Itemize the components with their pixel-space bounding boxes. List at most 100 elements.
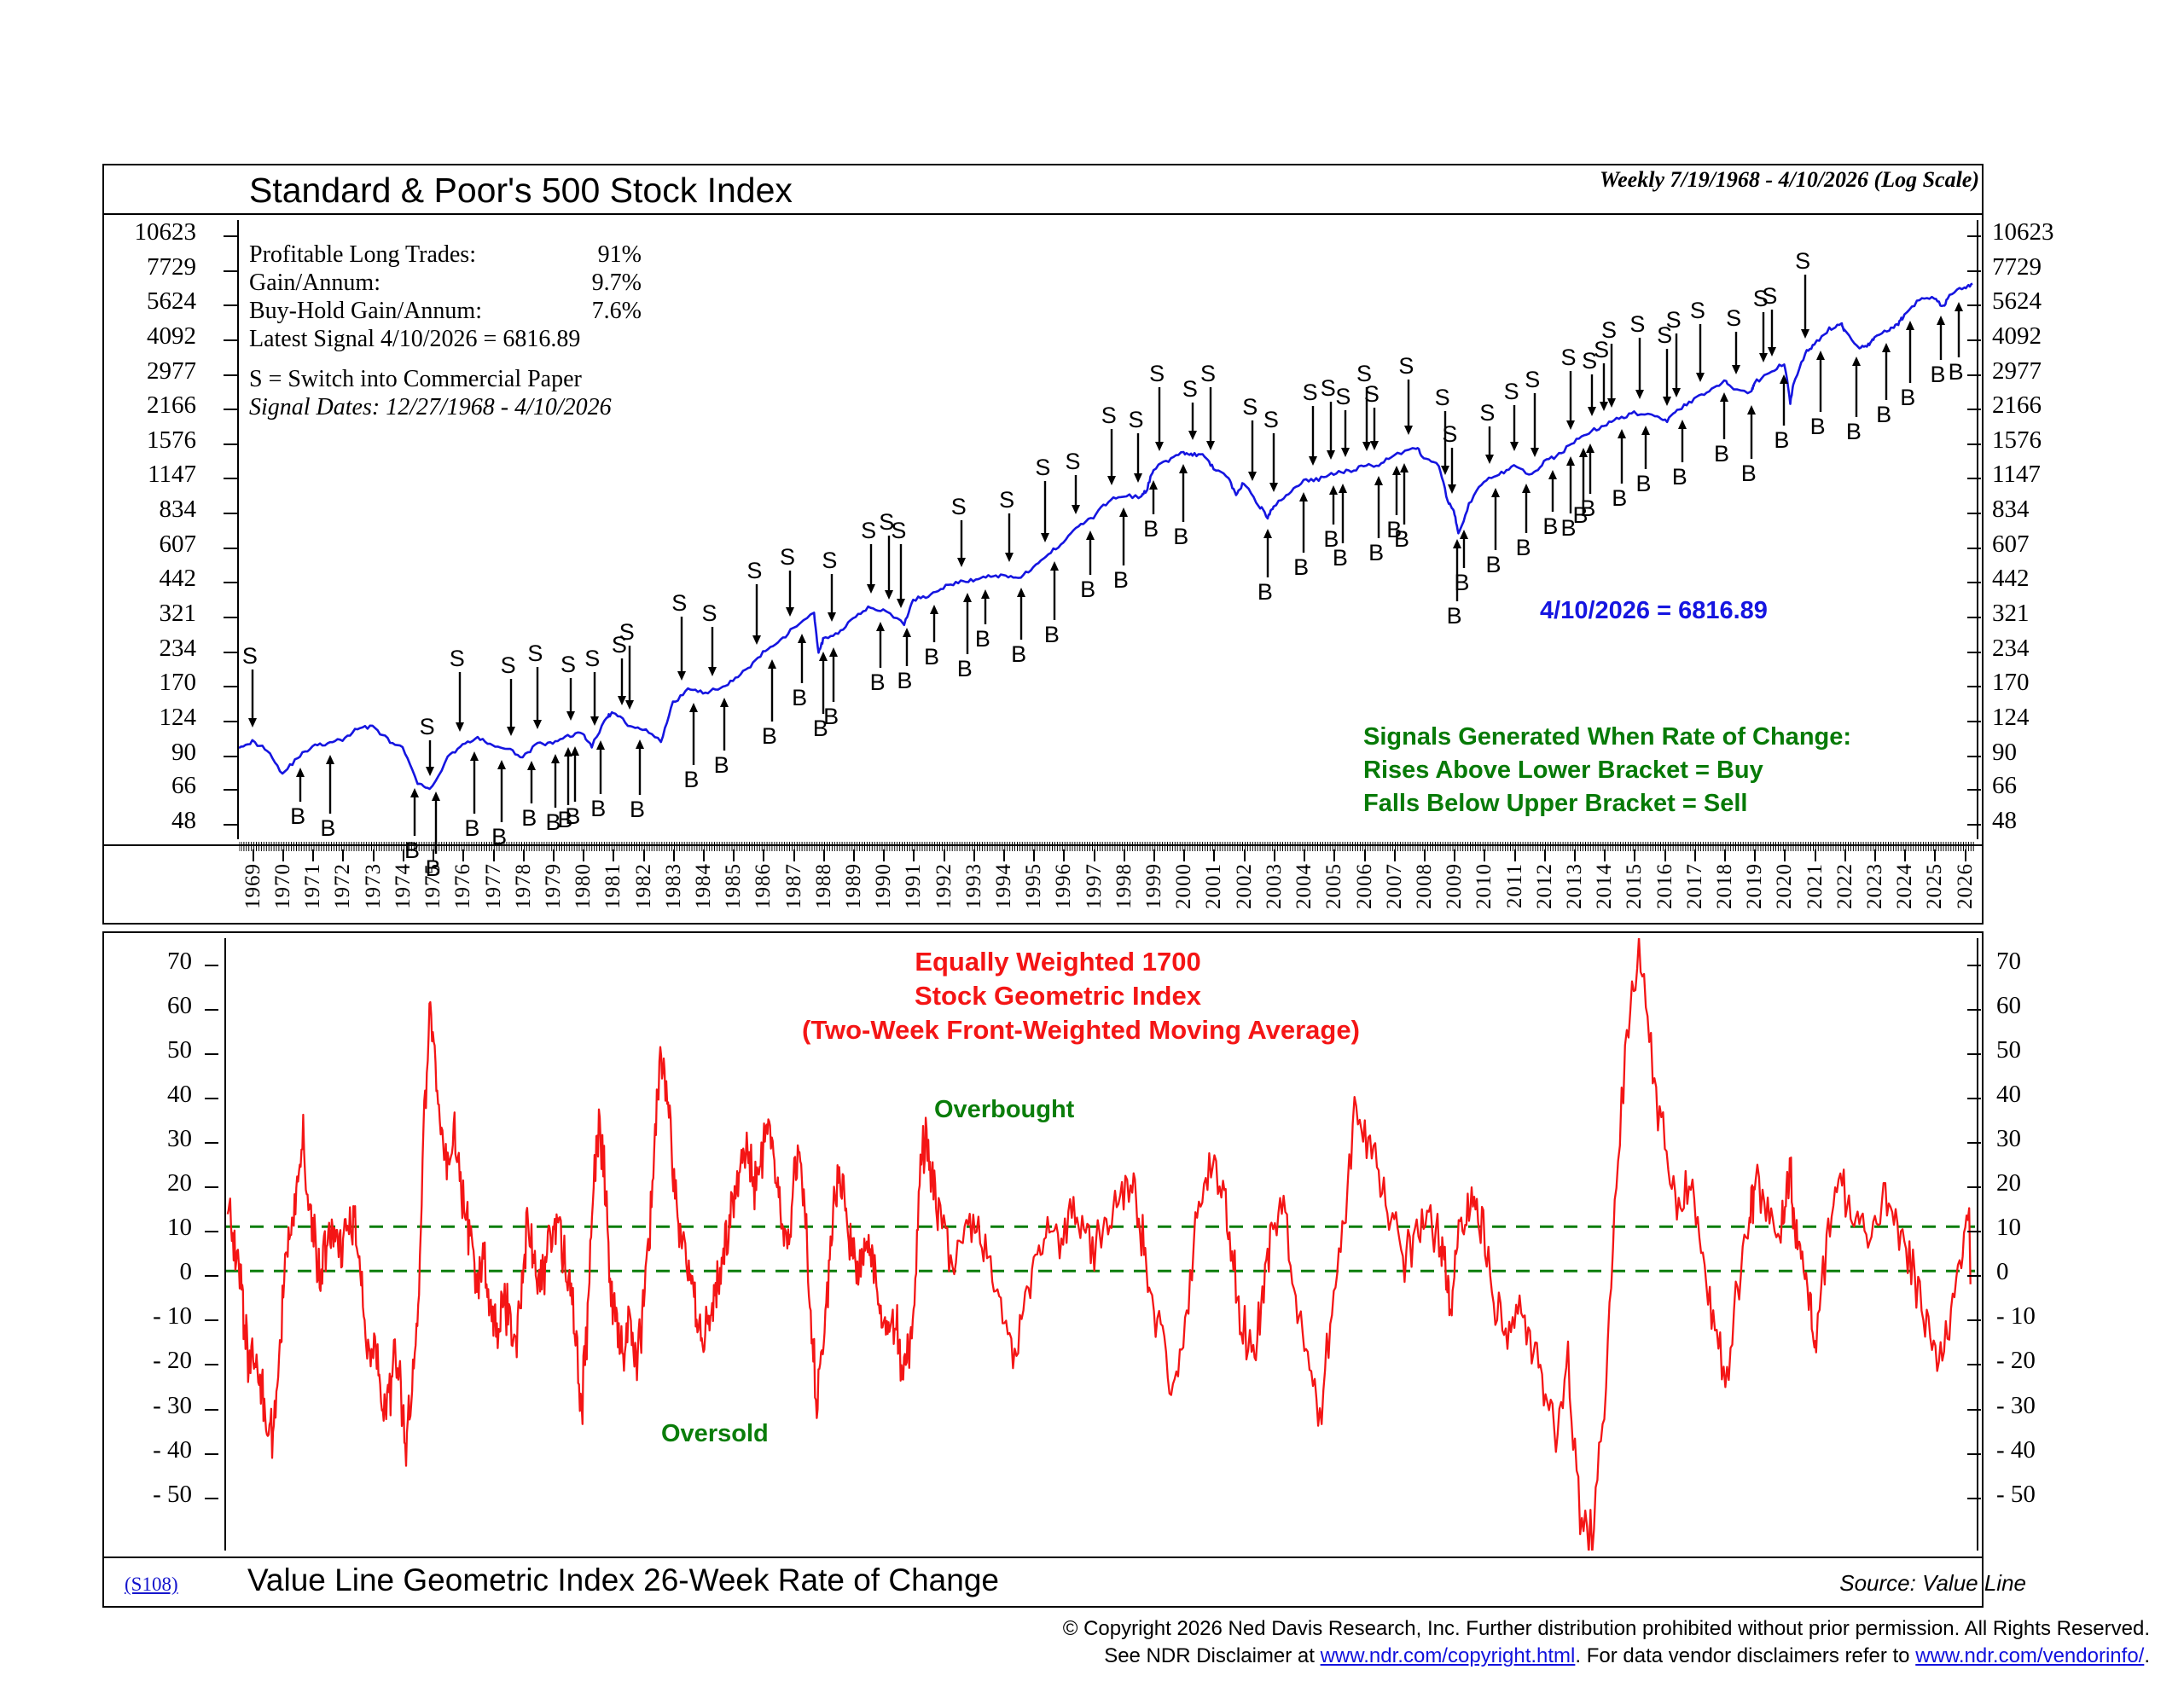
buy-label: B	[290, 805, 308, 828]
year-label: 1984	[692, 863, 716, 909]
buy-signal-marker: B	[978, 588, 996, 651]
price-y-tick-label: 321	[98, 600, 196, 628]
buy-label: B	[1580, 497, 1598, 520]
buy-signal-marker: B	[764, 658, 782, 748]
buy-label: B	[714, 754, 732, 777]
sell-signal-marker: S	[1104, 404, 1122, 489]
buy-signal-marker: B	[1176, 462, 1194, 548]
sell-label: S	[1364, 383, 1382, 406]
price-y-tick-right	[1967, 721, 1981, 722]
sell-label: S	[1435, 386, 1453, 409]
year-label: 2025	[1923, 863, 1947, 909]
price-y-tick-label: 1576	[98, 426, 196, 455]
buy-signal-marker: B	[1902, 319, 1920, 409]
roc-y-tick-label: 50	[94, 1036, 192, 1064]
page-title: Standard & Poor's 500 Stock Index	[249, 171, 793, 211]
sell-signal-marker: S	[1482, 402, 1500, 467]
roc-y-tick-label-right: 70	[1996, 948, 2094, 976]
sell-label: S	[1242, 396, 1260, 419]
price-y-tick	[224, 235, 237, 237]
buy-signal-marker: B	[1614, 427, 1632, 510]
year-label: 2005	[1322, 863, 1346, 909]
chart-code-link[interactable]: (S108)	[125, 1574, 178, 1596]
roc-y-tick	[205, 1186, 218, 1188]
price-y-tick-right	[1967, 824, 1981, 826]
year-label: 1982	[632, 863, 656, 909]
sell-label: S	[1629, 313, 1647, 336]
roc-y-tick-label-right: - 30	[1996, 1392, 2094, 1420]
price-y-tick-right	[1967, 339, 1981, 341]
overbought-label: Overbought	[934, 1096, 1074, 1124]
buy-signal-marker: B	[1335, 482, 1353, 570]
roc-y-tick-label: - 30	[94, 1392, 192, 1420]
buy-label: B	[1672, 466, 1690, 489]
price-y-tick-label-right: 5624	[1992, 287, 2090, 316]
buy-label: B	[1741, 462, 1759, 485]
year-label: 1990	[872, 863, 896, 909]
roc-y-tick	[205, 1275, 218, 1277]
buy-signal-marker: B	[1146, 478, 1164, 541]
price-y-tick-label: 48	[98, 807, 196, 835]
buy-label: B	[1447, 605, 1465, 628]
sell-label: S	[822, 549, 839, 572]
roc-y-tick-right	[1967, 1053, 1981, 1055]
footer-title: Value Line Geometric Index 26-Week Rate …	[247, 1562, 999, 1598]
price-y-tick-right	[1967, 789, 1981, 791]
copyright-line-2: See NDR Disclaimer at www.ndr.com/copyri…	[1104, 1644, 2150, 1668]
roc-y-tick	[205, 1009, 218, 1011]
year-label: 1979	[542, 863, 566, 909]
price-y-tick-label-right: 90	[1992, 739, 2090, 767]
sell-label: S	[1504, 380, 1522, 403]
buy-label: B	[590, 797, 608, 820]
sell-signal-marker: S	[1527, 368, 1545, 461]
price-y-tick	[224, 443, 237, 445]
price-y-tick-right	[1967, 652, 1981, 653]
year-label: 1971	[301, 863, 325, 909]
buy-label: B	[1516, 536, 1534, 559]
year-label: 2009	[1443, 863, 1467, 909]
roc-y-tick-label: 60	[94, 992, 192, 1020]
year-label: 1976	[451, 863, 475, 909]
price-y-tick-right	[1967, 617, 1981, 618]
sell-label: S	[1762, 285, 1780, 308]
price-y-tick	[224, 339, 237, 341]
buy-label: B	[1368, 542, 1386, 565]
price-y-tick-right	[1967, 478, 1981, 479]
buy-signal-marker: B	[322, 753, 340, 840]
sell-label: S	[1303, 381, 1321, 404]
price-y-tick-right	[1967, 374, 1981, 376]
copyright-link[interactable]: www.ndr.com/copyright.html	[1321, 1644, 1576, 1667]
roc-title-line-1: Equally Weighted 1700	[802, 945, 1314, 979]
vendorinfo-link[interactable]: www.ndr.com/vendorinfo/	[1915, 1644, 2144, 1667]
year-label: 1986	[752, 863, 775, 909]
sell-label: S	[1035, 456, 1053, 479]
sell-signal-marker: S	[705, 602, 723, 680]
price-y-tick-label-right: 170	[1992, 669, 2090, 697]
buy-signal-marker: B	[1716, 391, 1734, 466]
buy-signal-marker: B	[494, 758, 512, 849]
sell-signal-marker: S	[1798, 250, 1815, 342]
buy-signal-marker: B	[567, 745, 585, 828]
price-y-tick-label-right: 321	[1992, 600, 2090, 628]
buy-label: B	[1876, 403, 1894, 426]
roc-left-axis-line	[224, 938, 226, 1551]
roc-y-tick-right	[1967, 1364, 1981, 1365]
sell-label: S	[1525, 368, 1542, 391]
buy-label: B	[630, 798, 648, 821]
buy-signal-marker: B	[1296, 490, 1314, 579]
buy-label: B	[957, 658, 975, 681]
sell-label: S	[671, 592, 689, 615]
roc-index-title: Equally Weighted 1700 Stock Geometric In…	[802, 945, 1314, 1047]
roc-y-tick-label-right: 0	[1996, 1258, 2094, 1286]
buy-label: B	[1612, 487, 1629, 510]
buy-signal-marker: B	[686, 701, 704, 791]
price-y-tick-right	[1967, 304, 1981, 306]
year-label: 1988	[812, 863, 836, 909]
sell-label: S	[1182, 378, 1200, 401]
roc-y-tick-right	[1967, 1231, 1981, 1232]
year-label: 2023	[1863, 863, 1887, 909]
price-y-tick-label: 5624	[98, 287, 196, 316]
buy-label: B	[1080, 578, 1098, 601]
sell-signal-marker: S	[1764, 285, 1782, 360]
roc-y-tick-label-right: 30	[1996, 1125, 2094, 1153]
